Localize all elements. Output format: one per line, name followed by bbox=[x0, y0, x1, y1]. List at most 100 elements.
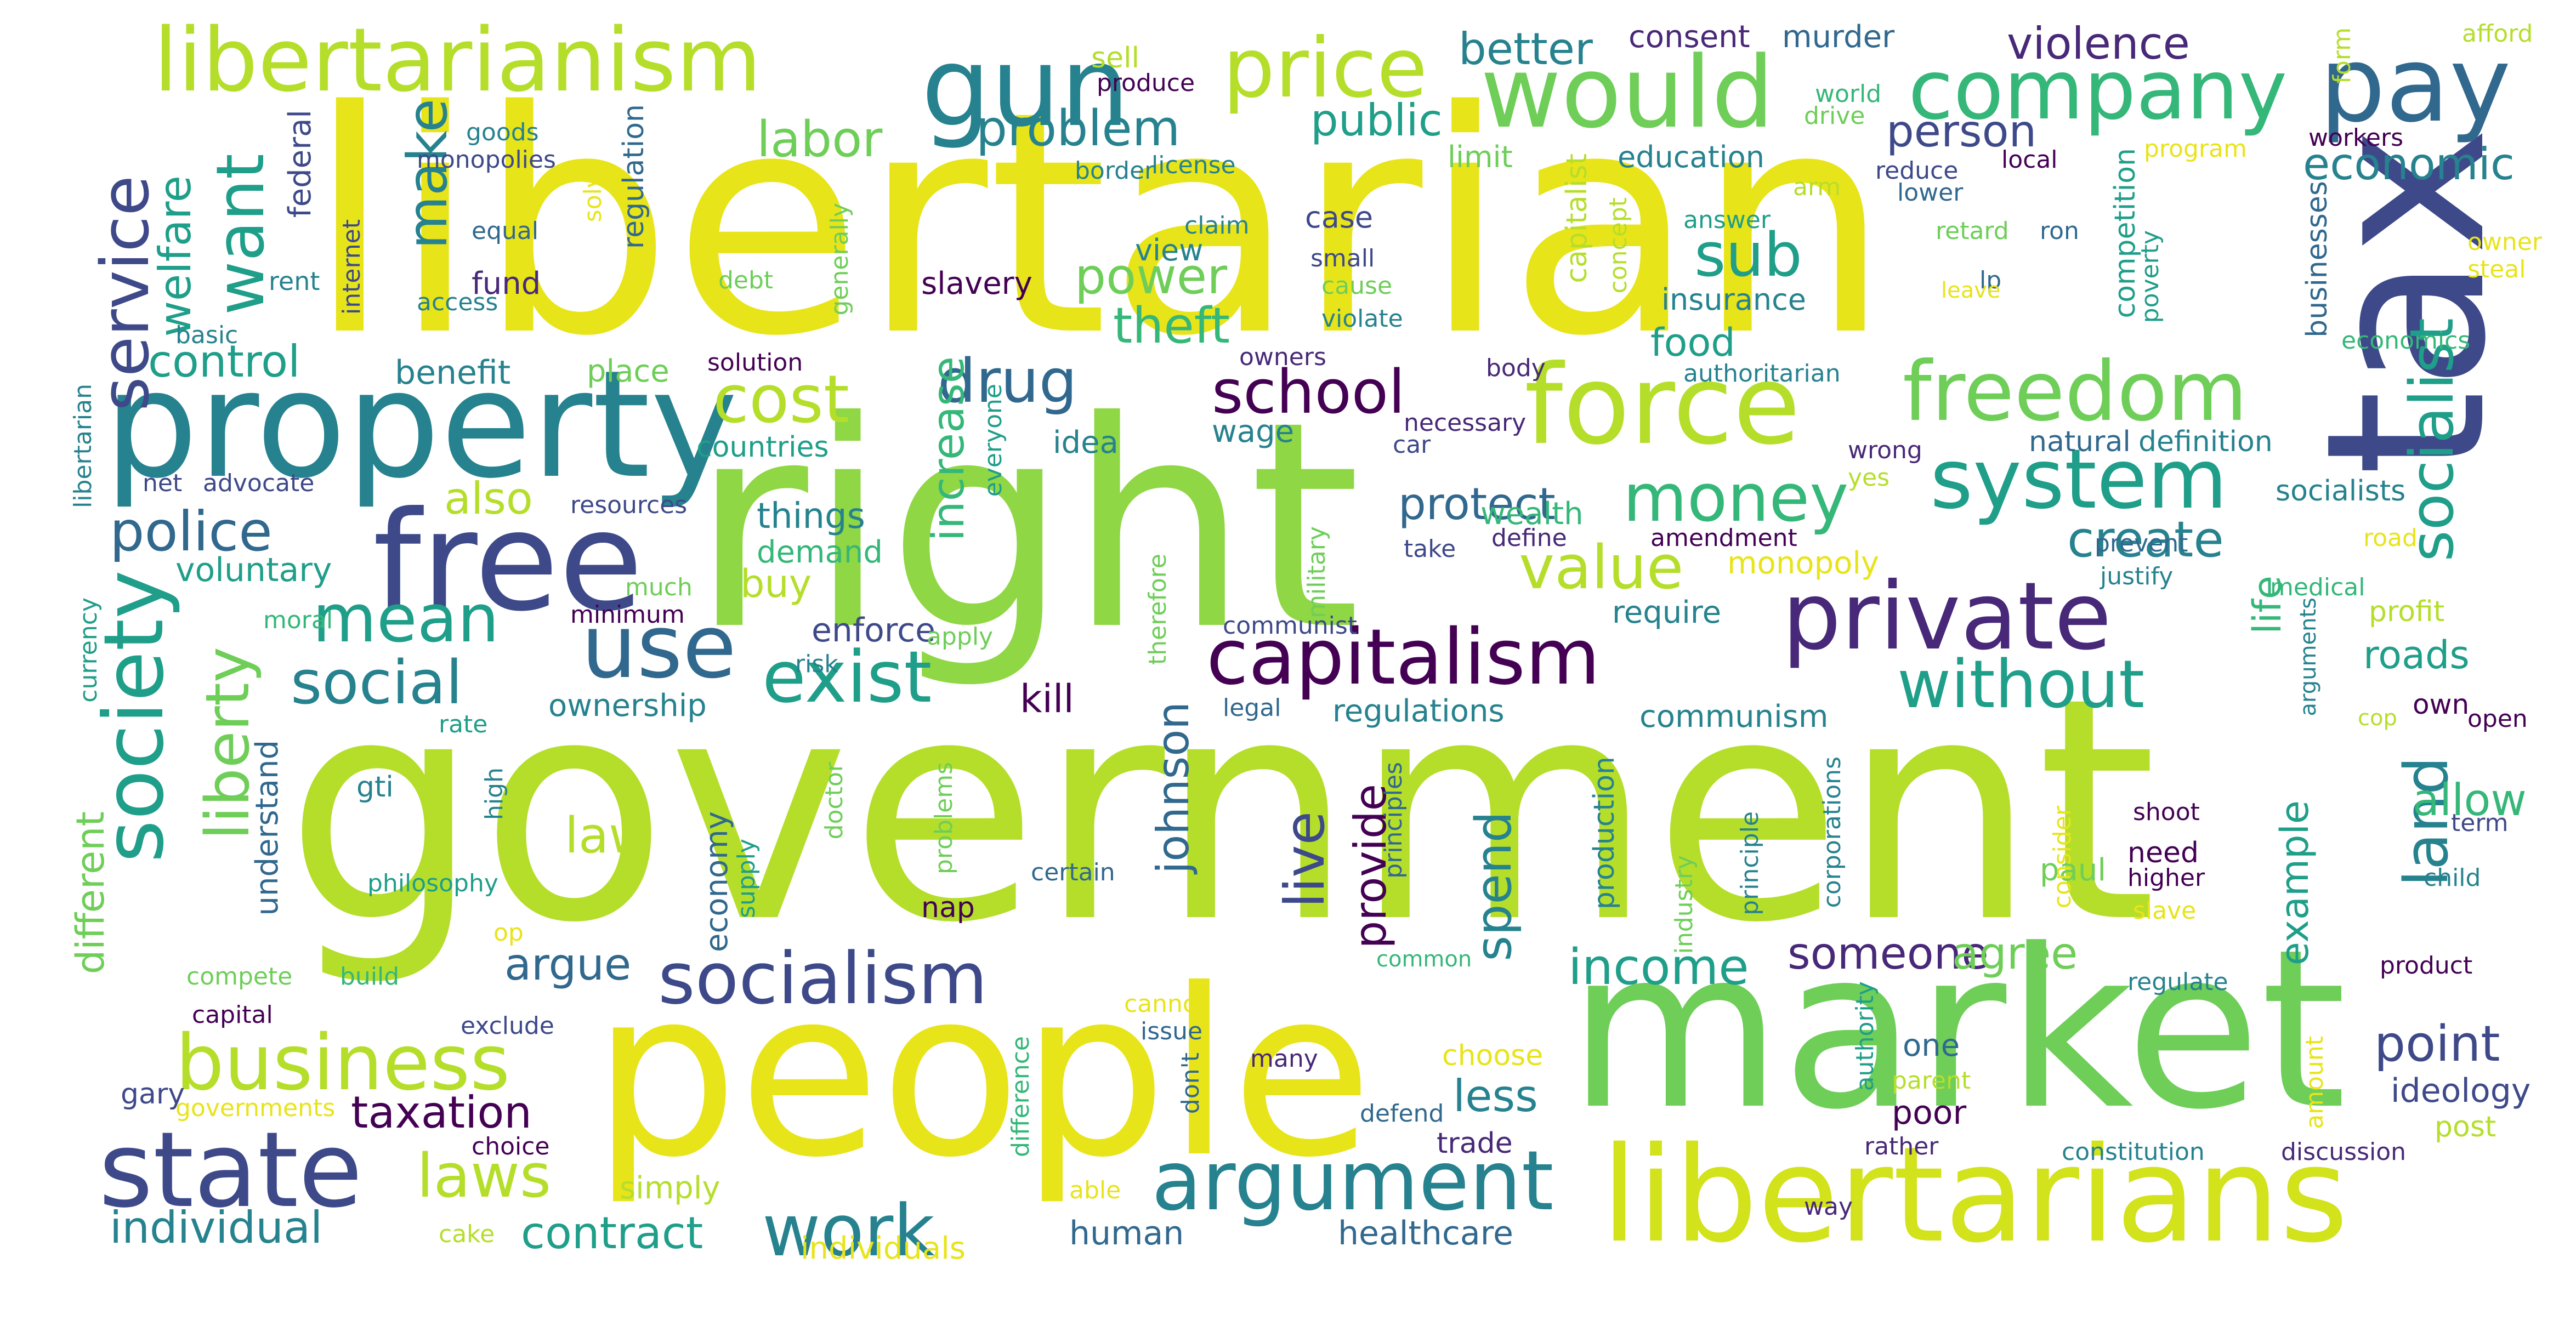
word: pay bbox=[2319, 24, 2511, 145]
word: doctor bbox=[820, 762, 848, 840]
word: slave bbox=[2133, 897, 2197, 925]
word: road bbox=[2363, 524, 2418, 552]
word: kill bbox=[1020, 676, 1074, 721]
word: things bbox=[757, 496, 865, 537]
word: control bbox=[148, 336, 300, 387]
word: regulate bbox=[2127, 968, 2228, 996]
word: medical bbox=[2270, 573, 2365, 601]
word: don't bbox=[1177, 1052, 1205, 1114]
word: state bbox=[99, 1110, 363, 1231]
word: healthcare bbox=[1338, 1214, 1513, 1253]
word: communist bbox=[1223, 612, 1358, 640]
word: labor bbox=[757, 111, 883, 168]
word: retard bbox=[1936, 217, 2009, 245]
word: compete bbox=[186, 963, 293, 991]
word: definition bbox=[2138, 425, 2273, 458]
word: currency bbox=[75, 598, 103, 703]
word: liberty bbox=[192, 647, 263, 840]
word: therefore bbox=[1144, 554, 1172, 665]
word: defend bbox=[1360, 1100, 1444, 1128]
word: gti bbox=[356, 771, 394, 804]
word: argument bbox=[1151, 1134, 1554, 1229]
word: monopoly bbox=[1727, 545, 1880, 581]
word: resources bbox=[570, 491, 688, 519]
word: moral bbox=[263, 606, 333, 634]
word: fund bbox=[472, 266, 541, 301]
word: price bbox=[1223, 21, 1428, 116]
word: voluntary bbox=[175, 551, 332, 589]
word: regulation bbox=[617, 104, 650, 249]
word: create bbox=[2067, 511, 2224, 568]
word: exist bbox=[762, 635, 932, 719]
word: many bbox=[1250, 1045, 1318, 1073]
word: demand bbox=[757, 534, 883, 570]
word: exclude bbox=[461, 1012, 554, 1040]
word: libertarian bbox=[69, 384, 97, 508]
word: take bbox=[1404, 535, 1456, 563]
word: competition bbox=[2109, 148, 2142, 318]
word: simply bbox=[620, 1170, 720, 1206]
word: human bbox=[1069, 1214, 1184, 1253]
word: system bbox=[1930, 432, 2228, 527]
word: philosophy bbox=[367, 869, 498, 897]
word: authority bbox=[1851, 981, 1879, 1091]
word: generally bbox=[826, 203, 854, 316]
word: private bbox=[1782, 562, 2112, 671]
word: afford bbox=[2462, 20, 2533, 48]
word: argue bbox=[504, 939, 632, 990]
word: production bbox=[1588, 756, 1621, 910]
word: cake bbox=[439, 1220, 495, 1248]
word: term bbox=[2451, 809, 2509, 837]
word: product bbox=[2380, 952, 2473, 980]
word: income bbox=[1568, 938, 1749, 996]
word: apply bbox=[927, 623, 994, 651]
word: ron bbox=[2040, 217, 2079, 245]
word: regulations bbox=[1332, 693, 1505, 729]
word: way bbox=[1804, 1193, 1853, 1221]
word: cannot bbox=[1124, 990, 1207, 1018]
word: capitalism bbox=[1206, 613, 1601, 702]
word: world bbox=[1815, 80, 1882, 108]
word: necessary bbox=[1404, 409, 1527, 437]
word: authoritarian bbox=[1683, 360, 1841, 388]
word: body bbox=[1486, 354, 1546, 382]
word: able bbox=[1069, 1176, 1121, 1204]
word: different bbox=[68, 811, 113, 975]
word: socialism bbox=[658, 937, 988, 1020]
word: claim bbox=[1184, 212, 1250, 240]
word: cost bbox=[713, 362, 849, 438]
word: choose bbox=[1442, 1039, 1544, 1072]
word: school bbox=[1212, 357, 1405, 427]
word: people bbox=[592, 940, 1373, 1208]
word: idea bbox=[1053, 425, 1119, 460]
word: discussion bbox=[2281, 1138, 2407, 1166]
word: post bbox=[2435, 1111, 2496, 1143]
word: better bbox=[1459, 24, 1593, 75]
word: libertarians bbox=[1601, 1118, 2348, 1272]
word: problem bbox=[976, 100, 1181, 157]
word: someone bbox=[1788, 928, 1989, 979]
word: limit bbox=[1448, 140, 1513, 174]
word: net bbox=[143, 469, 183, 497]
word: businesses bbox=[2301, 181, 2334, 338]
word: form bbox=[2328, 27, 2356, 84]
word: freedom bbox=[1903, 344, 2248, 440]
word: principle bbox=[1736, 811, 1764, 915]
word: supply bbox=[733, 839, 761, 918]
word: goods bbox=[466, 118, 539, 146]
word: mean bbox=[313, 581, 500, 657]
word: agree bbox=[1952, 928, 2078, 979]
word: nap bbox=[921, 891, 975, 924]
word: owner bbox=[2467, 228, 2542, 256]
word: need bbox=[2127, 837, 2199, 869]
word: consider bbox=[2049, 806, 2076, 909]
word: small bbox=[1310, 244, 1375, 272]
word: without bbox=[1897, 647, 2145, 723]
word: spend bbox=[1465, 811, 1523, 961]
word: child bbox=[2424, 864, 2481, 892]
word: economy bbox=[699, 811, 735, 952]
word: arm bbox=[1793, 173, 1841, 201]
word: economic bbox=[2303, 139, 2515, 190]
word: understand bbox=[249, 740, 285, 916]
word: enforce bbox=[812, 611, 936, 650]
